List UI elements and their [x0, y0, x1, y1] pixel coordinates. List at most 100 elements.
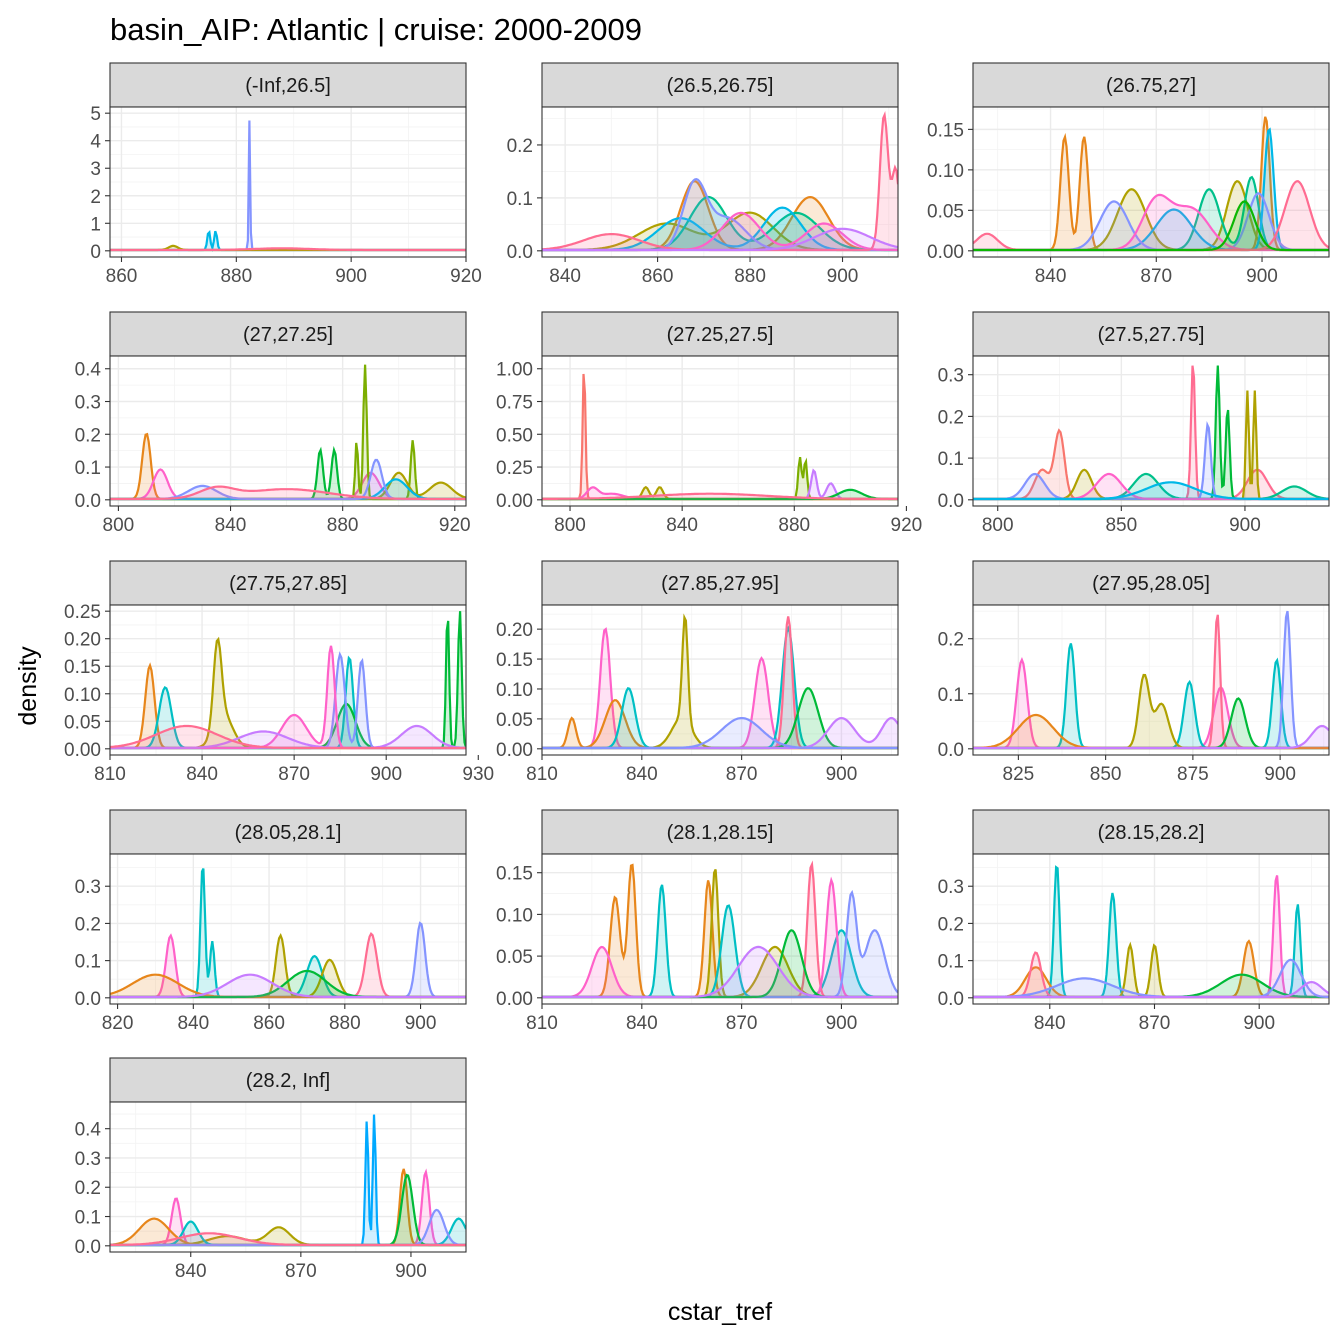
x-tick-label: 840 [626, 764, 658, 785]
density-curves [973, 865, 1329, 999]
y-tick-label: 0.10 [496, 905, 533, 926]
x-tick-label: 840 [177, 1013, 209, 1034]
y-tick-label: 0.00 [496, 740, 533, 761]
x-tick-label: 900 [335, 266, 367, 287]
density-line [542, 492, 898, 501]
y-tick-label: 0.00 [496, 491, 533, 512]
x-tick-label: 800 [554, 515, 586, 536]
density-curves [973, 365, 1329, 501]
facet-strip [972, 62, 1330, 108]
x-tick-label: 900 [405, 1013, 437, 1034]
chart-title: basin_AIP: Atlantic | cruise: 2000-2009 [110, 12, 642, 47]
y-tick-label: 0.0 [75, 989, 101, 1010]
density-area [973, 698, 1329, 749]
density-area [542, 718, 898, 749]
x-tick-label: 810 [526, 1013, 558, 1034]
y-tick-label: 0.1 [75, 458, 101, 479]
facet-strip-label: (28.05,28.1] [235, 822, 342, 844]
x-tick-label: 840 [1035, 266, 1067, 287]
y-tick-label: 0.05 [496, 947, 533, 968]
facet-panel: (27.95,28.05] 825 850 875 900 0.0 0.1 0.2 [938, 560, 1330, 785]
y-tick-label: 3 [90, 159, 101, 180]
y-tick-label: 0.2 [938, 407, 964, 428]
x-tick-label: 870 [726, 764, 758, 785]
y-tick-label: 0.15 [496, 864, 533, 885]
y-tick-label: 0.2 [75, 914, 101, 935]
density-area [973, 959, 1329, 998]
density-line [110, 485, 466, 501]
x-tick-label: 820 [102, 1013, 134, 1034]
density-curves [973, 610, 1329, 750]
x-tick-label: 900 [1229, 515, 1261, 536]
y-tick-label: 0.75 [496, 393, 533, 414]
facet-strip [109, 560, 467, 606]
facet-strip-label: (-Inf,26.5] [245, 75, 331, 97]
density-area [973, 482, 1329, 500]
density-curves [542, 373, 898, 501]
density-area [542, 688, 898, 749]
y-tick-label: 0.1 [507, 189, 533, 210]
panel-border [109, 604, 467, 756]
x-tick-label: 875 [1177, 764, 1209, 785]
facet-strip [541, 560, 899, 606]
x-tick-label: 900 [370, 764, 402, 785]
density-line [110, 973, 466, 999]
density-area [110, 1172, 466, 1246]
panel-border [541, 355, 899, 507]
y-tick-label: 0.00 [927, 242, 964, 263]
y-tick-label: 0.0 [938, 491, 964, 512]
facet-strip [109, 809, 467, 855]
facet-panel: (28.2, Inf] 840 870 900 0.0 0.1 0.2 0.3 0.4 [75, 1057, 467, 1282]
x-tick-label: 860 [642, 266, 674, 287]
panel-border [109, 106, 467, 258]
y-tick-label: 0.3 [938, 366, 964, 387]
density-area [110, 645, 466, 749]
x-tick-label: 900 [1243, 1013, 1275, 1034]
panel-border [972, 604, 1330, 756]
y-tick-label: 0.1 [75, 1208, 101, 1229]
x-tick-label: 860 [253, 1013, 285, 1034]
y-tick-label: 0.2 [75, 1178, 101, 1199]
x-tick-label: 870 [1139, 1013, 1171, 1034]
density-area [110, 974, 466, 998]
x-tick-label: 810 [526, 764, 558, 785]
facet-strip [109, 1057, 467, 1103]
panel-background [542, 356, 898, 506]
density-curves [110, 611, 466, 750]
facet-strip-label: (27.25,27.5] [667, 324, 774, 346]
facet-panel: (27.75,27.85] 810 840 870 900 930 0.00 0.05 0.10… [64, 560, 494, 785]
panel-border [109, 1101, 467, 1253]
density-line [973, 200, 1329, 252]
facet-strip [541, 809, 899, 855]
y-tick-label: 0.1 [938, 685, 964, 706]
y-tick-label: 0.4 [75, 360, 102, 381]
y-tick-label: 0.0 [507, 242, 533, 263]
density-area [542, 892, 898, 998]
density-area [542, 865, 898, 998]
x-tick-label: 800 [103, 515, 135, 536]
y-tick-label: 0.10 [496, 680, 533, 701]
y-tick-label: 0.3 [938, 877, 964, 898]
density-curves [110, 120, 466, 252]
facet-strip-label: (26.5,26.75] [667, 75, 774, 97]
x-tick-label: 880 [329, 1013, 361, 1034]
density-area [973, 867, 1329, 998]
density-area [110, 665, 466, 749]
density-area [973, 181, 1329, 251]
y-tick-label: 0.2 [938, 630, 964, 651]
density-area [110, 434, 466, 500]
facet-panel: (26.75,27] 840 870 900 0.00 0.05 0.10 0.15 [927, 62, 1330, 287]
density-area [542, 718, 898, 749]
facet-strip-label: (27.95,28.05] [1092, 573, 1210, 595]
density-line [973, 980, 1329, 999]
density-area [110, 726, 466, 749]
facet-panel: (27,27.25] 800 840 880 920 0.0 0.1 0.2 0.3 0.4 [75, 311, 471, 536]
x-tick-label: 800 [982, 515, 1014, 536]
density-area [110, 1227, 466, 1246]
density-curves [542, 860, 898, 999]
density-curves [973, 116, 1329, 252]
y-tick-label: 0.1 [75, 952, 101, 973]
x-tick-label: 900 [1246, 266, 1278, 287]
density-area [973, 611, 1329, 749]
density-area [973, 194, 1329, 251]
